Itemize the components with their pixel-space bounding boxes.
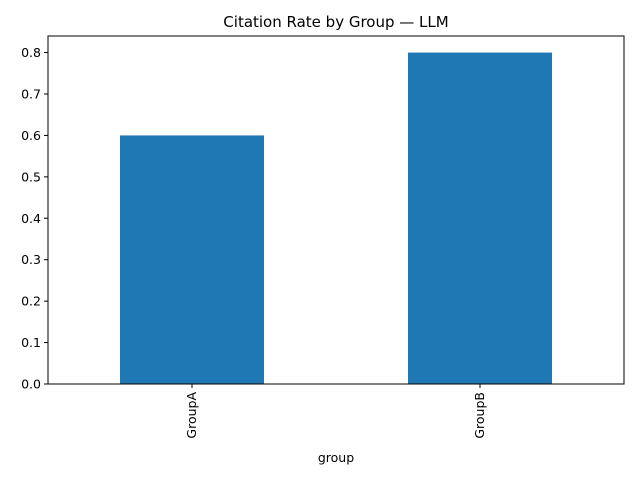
x-tick-label: GroupA <box>184 392 199 439</box>
plot-area: GroupA GroupB 0.0 0.1 0.2 0.3 0.4 0.5 0.6 0.7 0.8 <box>21 35 625 439</box>
chart-title: Citation Rate by Group — LLM <box>223 13 448 31</box>
y-tick-label: 0.8 <box>21 45 41 60</box>
x-tick-label: GroupB <box>472 392 487 439</box>
bar-groupa <box>120 135 264 384</box>
bar-groupb <box>408 52 552 384</box>
y-tick-label: 0.6 <box>21 128 41 143</box>
x-axis-label: group <box>318 450 354 465</box>
y-tick-label: 0.5 <box>21 169 41 184</box>
y-tick-label: 0.4 <box>21 211 41 226</box>
y-tick-label: 0.3 <box>21 252 41 267</box>
y-tick-label: 0.1 <box>21 335 41 350</box>
axes-frame <box>47 35 625 385</box>
y-tick-label: 0.7 <box>21 87 41 102</box>
y-tick-label: 0.2 <box>21 294 41 309</box>
y-tick-label: 0.0 <box>21 377 41 392</box>
